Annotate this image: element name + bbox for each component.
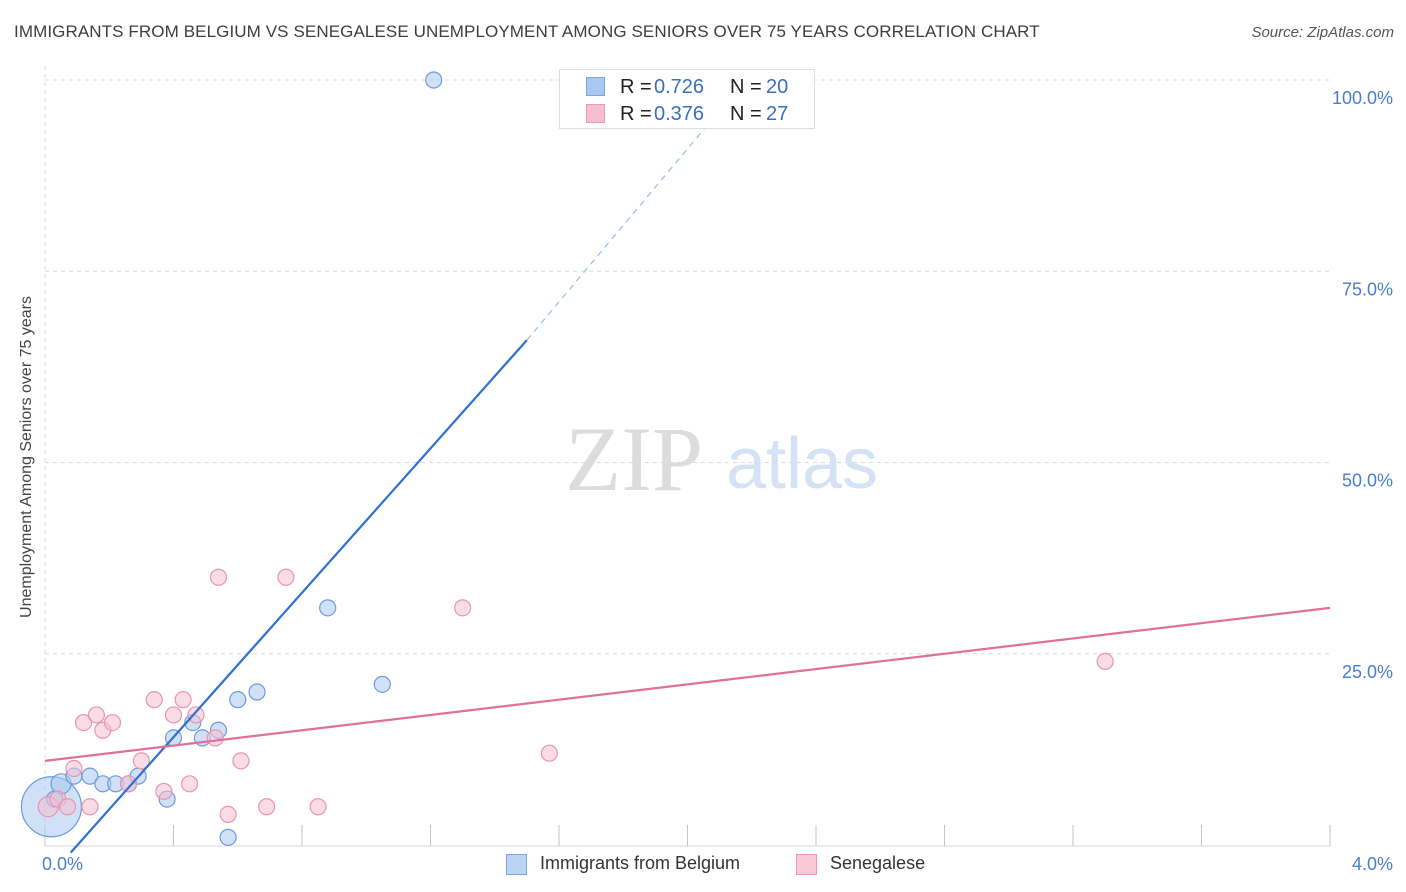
source-label: Source: ZipAtlas.com: [1251, 24, 1394, 41]
point-belgium: [81, 767, 99, 785]
watermark-zip: ZIP: [565, 408, 703, 510]
point-senegalese: [540, 744, 558, 762]
legend-n-value: 20: [766, 75, 789, 98]
point-senegalese: [74, 713, 93, 732]
legend-r-value: 0.376: [654, 102, 705, 125]
legend-n-value: 27: [766, 102, 789, 125]
point-belgium: [319, 599, 337, 617]
points-layer: [20, 71, 1114, 846]
legend-r-value: 0.726: [654, 75, 705, 98]
point-senegalese: [454, 599, 472, 617]
point-belgium: [373, 675, 391, 693]
point-senegalese: [58, 798, 77, 816]
legend-swatch-belgium: [586, 77, 605, 96]
trendline-belgium: [69, 339, 528, 854]
grid-layer: [45, 79, 1330, 655]
point-senegalese: [180, 775, 199, 793]
y-tick-label: 25.0%: [1342, 662, 1393, 682]
point-senegalese: [206, 729, 224, 747]
point-senegalese: [209, 568, 228, 586]
point-belgium: [248, 683, 266, 701]
point-senegalese: [155, 782, 173, 801]
y-tick-label: 100.0%: [1332, 88, 1393, 108]
x-tick-label-start: 0.0%: [42, 854, 83, 874]
point-senegalese: [219, 805, 237, 824]
point-senegalese: [187, 706, 205, 724]
point-senegalese: [87, 706, 106, 724]
point-senegalese: [258, 798, 276, 816]
point-senegalese: [174, 691, 192, 709]
series-label-belgium: Immigrants from Belgium: [540, 853, 741, 873]
trendline-senegalese: [44, 606, 1331, 762]
x-tick-label-end: 4.0%: [1352, 854, 1393, 874]
axis-layer: [44, 66, 1331, 847]
trendline-belgium-extension: [526, 110, 721, 341]
point-senegalese: [164, 706, 183, 724]
point-senegalese: [65, 759, 83, 778]
y-axis-label: Unemployment Among Seniors over 75 years: [18, 296, 35, 618]
point-senegalese: [119, 775, 138, 793]
series-label-senegalese: Senegalese: [830, 853, 926, 873]
watermark-atlas: atlas: [726, 424, 878, 504]
point-senegalese: [309, 798, 327, 816]
y-tick-label: 50.0%: [1342, 471, 1393, 491]
trend-layer: [44, 110, 1331, 854]
series-swatch-belgium: [506, 854, 527, 875]
point-belgium: [425, 71, 443, 89]
point-senegalese: [232, 752, 250, 770]
legend-swatch-senegalese: [586, 104, 605, 123]
point-senegalese: [81, 798, 99, 816]
chart-title: IMMIGRANTS FROM BELGIUM VS SENEGALESE UN…: [14, 22, 1040, 41]
point-belgium: [229, 691, 247, 709]
legend-r-label: R =: [620, 102, 652, 125]
legend-n-label: N =: [730, 102, 762, 125]
series-swatch-senegalese: [796, 854, 817, 875]
tick-layer: 25.0% 50.0% 75.0% 100.0% 0.0% 4.0%: [42, 88, 1393, 874]
point-senegalese: [277, 568, 295, 586]
point-belgium: [219, 828, 237, 846]
legend-r-label: R =: [620, 75, 652, 98]
legend-n-label: N =: [730, 75, 762, 98]
point-senegalese: [132, 752, 150, 770]
point-senegalese: [1096, 652, 1114, 671]
correlation-legend: R = 0.726 N = 20 R = 0.376 N = 27: [559, 69, 815, 129]
point-senegalese: [103, 713, 122, 732]
point-senegalese: [145, 691, 163, 709]
y-tick-label: 75.0%: [1342, 279, 1393, 299]
